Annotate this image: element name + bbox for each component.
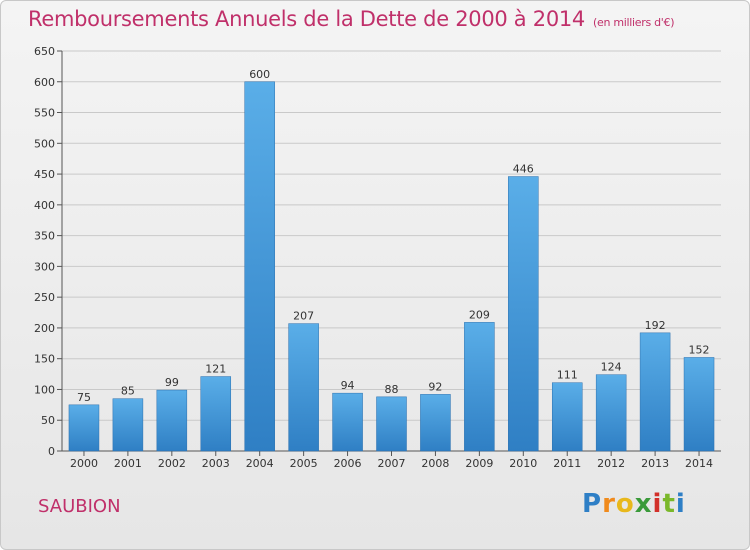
x-tick-label: 2011 <box>553 457 581 470</box>
logo-letter: r <box>602 489 616 519</box>
proxiti-logo[interactable]: Proxiti <box>582 489 686 519</box>
bar-value-label: 85 <box>121 385 135 398</box>
bar-2007[interactable] <box>376 396 407 452</box>
x-tick-label: 2003 <box>202 457 230 470</box>
bar-2010[interactable] <box>508 176 539 452</box>
bar-value-label: 99 <box>165 376 179 389</box>
y-tick-label: 350 <box>34 230 55 243</box>
y-tick-label: 200 <box>34 322 55 335</box>
chart-title-text: Remboursements Annuels de la Dette de 20… <box>28 7 585 31</box>
y-tick-label: 550 <box>34 107 55 120</box>
bar-2004[interactable] <box>244 81 275 452</box>
chart-unit: (en milliers d'€) <box>593 16 675 29</box>
bar-2008[interactable] <box>420 394 451 452</box>
x-tick-label: 2000 <box>70 457 98 470</box>
bar-value-label: 88 <box>385 383 399 396</box>
y-tick-label: 50 <box>41 414 55 427</box>
x-tick-label: 2002 <box>158 457 186 470</box>
bar-2006[interactable] <box>332 392 363 452</box>
bar-2014[interactable] <box>683 357 715 452</box>
bar-2005[interactable] <box>288 323 319 452</box>
y-tick-label: 450 <box>34 168 55 181</box>
bar-2003[interactable] <box>200 376 232 452</box>
bar-value-label: 75 <box>77 391 91 404</box>
y-tick-label: 600 <box>34 76 55 89</box>
x-tick-label: 2004 <box>246 457 274 470</box>
x-tick-label: 2007 <box>378 457 406 470</box>
grid-lines <box>62 50 721 421</box>
y-tick-label: 100 <box>34 383 55 396</box>
bar-value-label: 446 <box>513 163 534 176</box>
x-tick-label: 2012 <box>597 457 625 470</box>
commune-name: SAUBION <box>38 496 121 517</box>
y-tick-label: 400 <box>34 199 55 212</box>
x-tick-label: 2010 <box>509 457 537 470</box>
y-tick-label: 300 <box>34 260 55 273</box>
bar-value-label: 600 <box>249 68 270 81</box>
x-tick-label: 2001 <box>114 457 142 470</box>
x-tick-label: 2006 <box>334 457 362 470</box>
y-tick-label: 650 <box>34 45 55 58</box>
logo-letter: i <box>675 489 686 519</box>
bar-value-label: 152 <box>689 343 710 356</box>
y-tick-label: 150 <box>34 353 55 366</box>
bar-value-label: 94 <box>341 379 355 392</box>
bar-value-label: 124 <box>601 361 622 374</box>
bar-value-label: 92 <box>428 380 442 393</box>
logo-letter: x <box>634 489 653 519</box>
bar-2012[interactable] <box>595 374 627 452</box>
bar-2009[interactable] <box>464 322 495 452</box>
bar-value-label: 192 <box>645 319 666 332</box>
bars <box>68 81 715 452</box>
x-tick-label: 2013 <box>641 457 669 470</box>
bar-value-label: 121 <box>205 363 226 376</box>
labels: 0 50 100 150 200 250 300 350 400 450 500 550 600 650 7… <box>34 45 713 470</box>
y-tick-label: 0 <box>48 445 55 458</box>
bar-2002[interactable] <box>156 389 188 452</box>
x-tick-label: 2009 <box>465 457 493 470</box>
bar-value-label: 209 <box>469 308 490 321</box>
chart-title: Remboursements Annuels de la Dette de 20… <box>28 7 674 31</box>
x-tick-label: 2008 <box>421 457 449 470</box>
y-tick-label: 500 <box>34 137 55 150</box>
x-tick-label: 2005 <box>290 457 318 470</box>
bar-value-label: 207 <box>293 310 314 323</box>
bar-value-label: 111 <box>557 369 578 382</box>
x-tick-label: 2014 <box>685 457 713 470</box>
bar-2000[interactable] <box>68 404 100 452</box>
y-tick-label: 250 <box>34 291 55 304</box>
bar-2013[interactable] <box>639 332 671 452</box>
logo-letter: i <box>652 489 663 519</box>
logo-letter: P <box>582 489 603 519</box>
logo-letter: t <box>662 489 676 519</box>
logo-letter: o <box>615 489 635 519</box>
bar-2011[interactable] <box>551 382 583 452</box>
bar-2001[interactable] <box>112 398 144 452</box>
